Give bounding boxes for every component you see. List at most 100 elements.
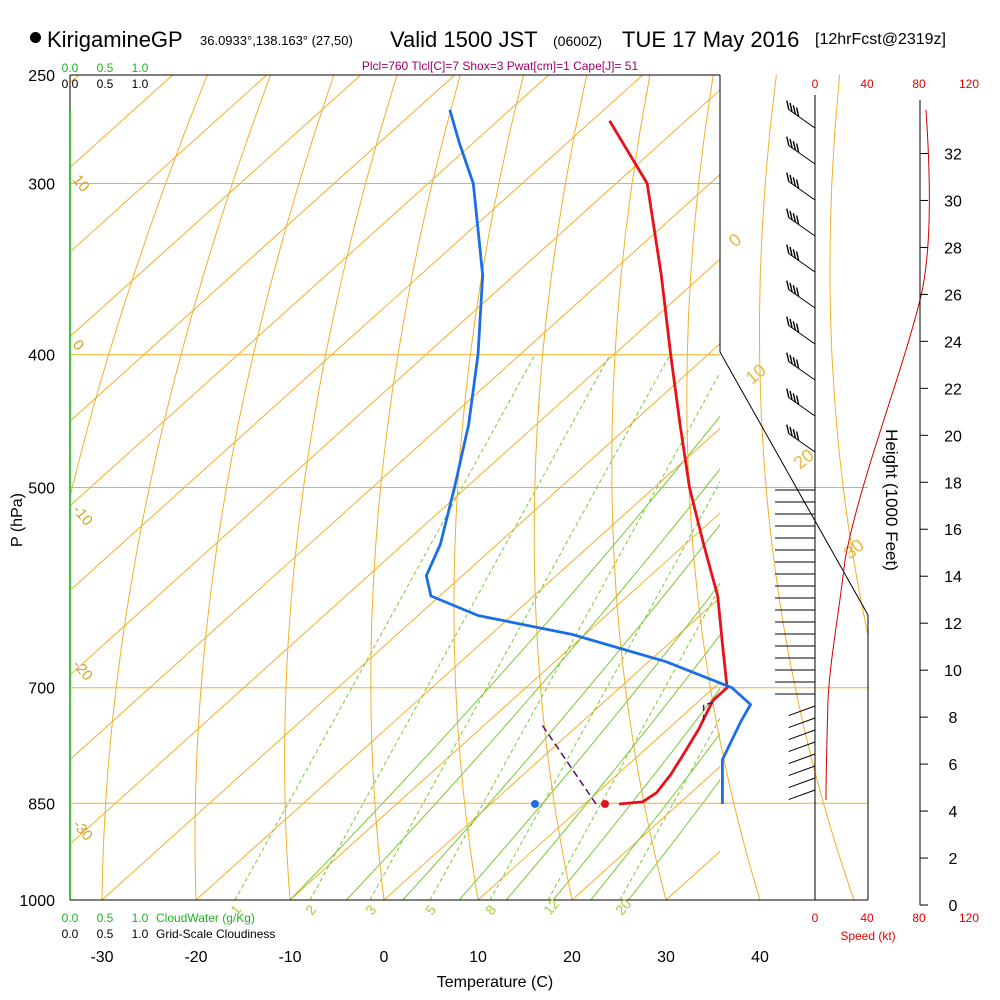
wind-barb — [786, 352, 816, 381]
wind-barb — [786, 172, 816, 201]
isotherm-label: 0 — [69, 337, 87, 354]
temperature-tick-label: -20 — [184, 949, 207, 966]
isotherm-line — [70, 75, 550, 507]
mixing-ratio-line — [234, 354, 536, 900]
height-tick-label: 32 — [944, 146, 962, 163]
pressure-tick-label: 500 — [28, 481, 55, 498]
pressure-tick-label: 850 — [28, 796, 55, 813]
height-tick-label: 24 — [944, 334, 962, 351]
height-tick-label: 16 — [944, 522, 962, 539]
x-axis-title: Temperature (C) — [437, 974, 553, 991]
wind-barb — [786, 424, 816, 453]
height-tick-label: 20 — [944, 428, 962, 445]
height-tick-label: 2 — [949, 851, 958, 868]
isotherm-line — [289, 512, 720, 900]
isotherm-line — [70, 75, 456, 422]
valid-time: Valid 1500 JST — [390, 27, 538, 52]
station-dot-icon — [30, 32, 41, 43]
temperature-tick-label: 10 — [469, 949, 487, 966]
height-tick-label: 22 — [944, 381, 962, 398]
parcel-profile-line — [702, 702, 714, 721]
cloudwater-tick-top: 0.5 — [97, 61, 114, 75]
mixing-ratio-label: 12 — [540, 896, 562, 918]
speed-tick-top: 0 — [812, 77, 819, 91]
temperature-profile-line — [608, 120, 729, 806]
wind-barb — [788, 717, 816, 729]
y-axis-title: P (hPa) — [9, 493, 26, 547]
isotherm-label: 10 — [69, 172, 93, 196]
dry-adiabat-line — [284, 75, 398, 900]
dewpoint-profile-line — [424, 109, 752, 804]
surface-dewpoint-dot — [531, 799, 539, 808]
wind-barb — [786, 100, 816, 129]
speed-tick-top: 40 — [860, 77, 874, 91]
isotherm-line — [760, 0, 1000, 900]
cloudiness-tick-top: 0.5 — [97, 77, 114, 91]
valid-date: TUE 17 May 2016 — [622, 27, 800, 52]
wind-barb — [788, 777, 816, 789]
cloudwater-tick-bottom: 0.5 — [97, 911, 114, 925]
isotherm-line — [70, 75, 80, 84]
mixing-ratio-label: 8 — [482, 902, 499, 918]
pressure-tick-label: 300 — [28, 177, 55, 194]
isotherm-label: -30 — [69, 817, 96, 845]
pressure-tick-label: 700 — [28, 681, 55, 698]
height-tick-label: 6 — [949, 757, 958, 774]
mixing-ratio-label: 2 — [302, 902, 319, 918]
height-tick-label: 30 — [944, 193, 962, 210]
temperature-tick-label: 30 — [657, 949, 675, 966]
height-tick-label: 18 — [944, 475, 962, 492]
dry-adiabat-line — [70, 75, 208, 499]
mixing-ratio-line — [619, 717, 720, 900]
wind-barb — [786, 208, 816, 237]
temperature-tick-label: 40 — [751, 949, 769, 966]
temperature-tick-label: -30 — [90, 949, 113, 966]
parcel-ascent-line — [541, 724, 597, 805]
wind-barb — [786, 388, 816, 417]
speed-tick-bottom: 0 — [812, 911, 819, 925]
moist-adiabat-line — [458, 582, 720, 900]
isotherm-line — [70, 173, 720, 761]
dry-adiabat-line — [533, 75, 588, 900]
isotherm-line — [70, 75, 268, 253]
moist-adiabat-line — [505, 634, 720, 900]
dry-adiabat-line — [965, 75, 1000, 929]
station-name: KirigamineGP — [47, 27, 183, 52]
cloudiness-tick-top: 1.0 — [132, 77, 149, 91]
mixing-ratio-label: 5 — [422, 902, 439, 918]
speed-tick-top: 80 — [912, 77, 926, 91]
cloudiness-label: Grid-Scale Cloudiness — [156, 927, 275, 941]
height-tick-label: 4 — [949, 804, 958, 821]
speed-tick-bottom: 40 — [860, 911, 874, 925]
height-axis-title: Height (1000 Feet) — [882, 429, 901, 571]
dry-adiabat-line — [370, 75, 461, 900]
dry-adiabat-line — [611, 75, 667, 900]
wind-barb — [788, 753, 816, 765]
mixing-ratio-line — [547, 586, 720, 900]
cloudiness-tick-top: 0.0 — [62, 77, 79, 91]
cloudwater-label: CloudWater (g/Kg) — [156, 911, 255, 925]
dry-adiabat-line — [829, 75, 868, 638]
isotherm-line — [101, 343, 720, 900]
speed-axis-label: Speed (kt) — [840, 929, 895, 943]
cloudiness-tick-bottom: 0.5 — [97, 927, 114, 941]
temperature-tick-label: 20 — [563, 949, 581, 966]
cloudwater-tick-top: 0.0 — [62, 61, 79, 75]
speed-tick-bottom: 80 — [912, 911, 926, 925]
isotherm-line — [0, 0, 68, 900]
isotherm-line — [70, 75, 362, 338]
height-tick-label: 0 — [949, 898, 958, 915]
moist-adiabat-line — [628, 779, 720, 900]
outer-grid — [70, 75, 1000, 929]
wind-barb — [786, 316, 816, 345]
moist-adiabat-line — [289, 415, 720, 900]
isotherm-line — [571, 766, 720, 900]
mixing-ratio-line — [489, 480, 720, 900]
wind-barb — [786, 136, 816, 165]
height-tick-label: 28 — [944, 240, 962, 257]
dry-adiabat-line — [686, 75, 761, 900]
isotherm-label: -20 — [69, 657, 96, 685]
surface-temperature-dot — [601, 799, 609, 808]
height-tick-label: 12 — [944, 616, 962, 633]
mixing-ratio-label: 20 — [612, 896, 634, 918]
